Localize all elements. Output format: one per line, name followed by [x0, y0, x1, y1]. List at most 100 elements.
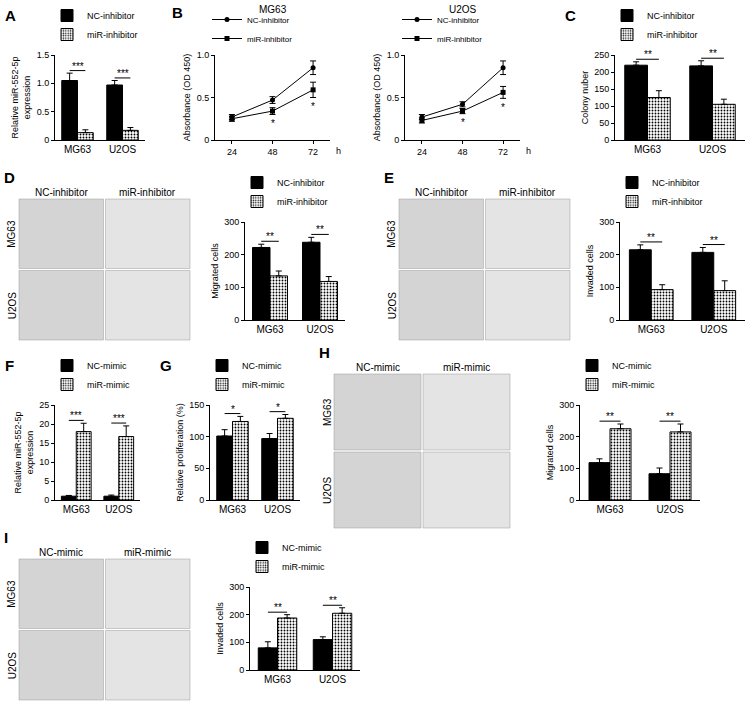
- svg-text:NC-inhibitor: NC-inhibitor: [277, 178, 325, 188]
- svg-text:200: 200: [599, 250, 614, 260]
- svg-text:Invaded cells: Invaded cells: [215, 602, 225, 655]
- svg-text:**: **: [709, 48, 717, 59]
- svg-text:0: 0: [609, 315, 614, 325]
- svg-text:72: 72: [308, 147, 318, 157]
- svg-text:**: **: [666, 411, 674, 422]
- svg-text:MG63: MG63: [638, 324, 666, 335]
- svg-text:C: C: [565, 7, 576, 24]
- svg-text:H: H: [319, 344, 330, 361]
- svg-text:NC-inhibitor: NC-inhibitor: [87, 11, 135, 21]
- svg-text:G: G: [160, 357, 172, 374]
- svg-text:0.5: 0.5: [387, 93, 400, 103]
- svg-text:miR-mimic: miR-mimic: [443, 362, 490, 373]
- svg-text:A: A: [5, 7, 16, 24]
- svg-text:72: 72: [498, 147, 508, 157]
- svg-text:miR-inhibitor: miR-inhibitor: [499, 187, 556, 198]
- svg-text:***: ***: [72, 61, 84, 72]
- svg-text:NC-inhibitor: NC-inhibitor: [415, 187, 468, 198]
- svg-text:0: 0: [239, 665, 244, 675]
- svg-text:Absorbance (OD 450): Absorbance (OD 450): [372, 54, 382, 142]
- svg-text:MG63: MG63: [264, 674, 292, 685]
- svg-text:MG63: MG63: [256, 324, 284, 335]
- svg-text:0.5: 0.5: [197, 93, 210, 103]
- svg-text:Migrated cells: Migrated cells: [210, 243, 220, 299]
- svg-text:250: 250: [594, 50, 609, 60]
- svg-text:Colony nuber: Colony nuber: [580, 71, 590, 125]
- svg-text:MG63: MG63: [386, 220, 397, 248]
- svg-text:20: 20: [39, 419, 49, 429]
- svg-text:**: **: [316, 224, 324, 235]
- svg-text:NC-mimic: NC-mimic: [356, 362, 400, 373]
- svg-text:h: h: [526, 146, 531, 156]
- svg-text:NC-inhibitor: NC-inhibitor: [35, 187, 88, 198]
- svg-text:1.0: 1.0: [197, 50, 210, 60]
- svg-text:*: *: [501, 102, 505, 113]
- svg-text:NC-mimic: NC-mimic: [612, 361, 652, 371]
- svg-text:1.0: 1.0: [37, 78, 50, 88]
- svg-text:10: 10: [39, 457, 49, 467]
- svg-text:miR-inhibitor: miR-inhibitor: [119, 187, 176, 198]
- svg-text:U2OS: U2OS: [109, 144, 137, 155]
- svg-text:miR-inhibitor: miR-inhibitor: [647, 30, 698, 40]
- svg-text:0: 0: [199, 495, 204, 505]
- svg-text:15: 15: [39, 438, 49, 448]
- svg-text:***: ***: [117, 68, 129, 79]
- svg-text:48: 48: [267, 147, 277, 157]
- svg-text:miR-inhibitor: miR-inhibitor: [247, 35, 292, 44]
- svg-text:MG63: MG63: [634, 144, 662, 155]
- svg-text:1.0: 1.0: [387, 50, 400, 60]
- svg-text:Migrated cells: Migrated cells: [545, 424, 555, 480]
- svg-text:1.5: 1.5: [37, 50, 50, 60]
- svg-text:150: 150: [594, 84, 609, 94]
- svg-text:U2OS: U2OS: [7, 292, 18, 320]
- svg-text:0.5: 0.5: [37, 107, 50, 117]
- svg-text:U2OS: U2OS: [700, 324, 728, 335]
- svg-text:NC-inhibitor: NC-inhibitor: [437, 16, 480, 25]
- svg-text:NC-mimic: NC-mimic: [39, 547, 83, 558]
- svg-text:MG63: MG63: [6, 580, 17, 608]
- svg-text:24: 24: [227, 147, 237, 157]
- svg-text:U2OS: U2OS: [699, 144, 727, 155]
- svg-text:miR-mimic: miR-mimic: [282, 562, 325, 572]
- svg-text:150: 150: [189, 400, 204, 410]
- svg-text:I: I: [4, 529, 8, 546]
- svg-text:0: 0: [569, 495, 574, 505]
- svg-text:*: *: [276, 402, 280, 413]
- svg-text:h: h: [336, 146, 341, 156]
- svg-text:300: 300: [559, 400, 574, 410]
- svg-text:100: 100: [224, 282, 239, 292]
- svg-text:Invaded cells: Invaded cells: [585, 244, 595, 297]
- svg-text:U2OS: U2OS: [656, 504, 684, 515]
- svg-text:**: **: [266, 231, 274, 242]
- svg-text:U2OS: U2OS: [264, 504, 292, 515]
- svg-text:NC-mimic: NC-mimic: [242, 361, 282, 371]
- svg-text:***: ***: [113, 413, 125, 424]
- svg-text:**: **: [274, 602, 282, 613]
- svg-text:miR-mimic: miR-mimic: [612, 380, 655, 390]
- svg-text:50: 50: [194, 463, 204, 473]
- svg-text:***: ***: [70, 410, 82, 421]
- svg-text:100: 100: [229, 637, 244, 647]
- svg-text:100: 100: [594, 101, 609, 111]
- svg-text:200: 200: [594, 67, 609, 77]
- svg-text:*: *: [311, 101, 315, 112]
- svg-text:300: 300: [224, 217, 239, 227]
- svg-text:B: B: [172, 4, 183, 21]
- svg-text:U2OS: U2OS: [387, 292, 398, 320]
- svg-text:miR-mimic: miR-mimic: [124, 547, 171, 558]
- svg-text:5: 5: [44, 476, 49, 486]
- svg-text:NC-mimic: NC-mimic: [282, 543, 322, 553]
- svg-text:0: 0: [234, 315, 239, 325]
- svg-text:NC-inhibitor: NC-inhibitor: [247, 16, 290, 25]
- svg-text:miR-inhibitor: miR-inhibitor: [437, 35, 482, 44]
- svg-text:U2OS: U2OS: [306, 324, 334, 335]
- svg-text:E: E: [384, 169, 394, 186]
- svg-text:0: 0: [204, 135, 209, 145]
- svg-text:D: D: [4, 169, 15, 186]
- svg-text:MG63: MG63: [64, 144, 92, 155]
- svg-text:**: **: [644, 49, 652, 60]
- svg-text:MG63: MG63: [63, 504, 91, 515]
- svg-text:*: *: [271, 118, 275, 129]
- svg-text:0: 0: [394, 135, 399, 145]
- svg-text:50: 50: [599, 118, 609, 128]
